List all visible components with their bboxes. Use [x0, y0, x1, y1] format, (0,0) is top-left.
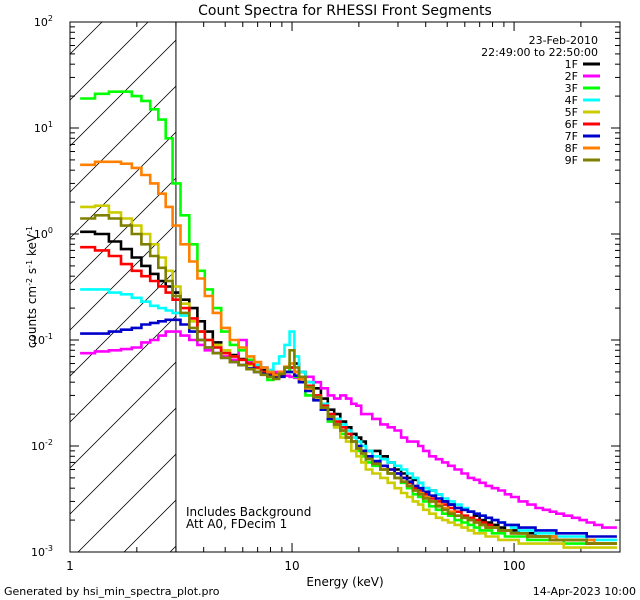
legend: 23-Feb-2010 22:49:00 to 22:50:00 1F2F3F4…	[481, 34, 600, 167]
legend-label: 4F	[565, 94, 578, 107]
hatch-line	[400, 22, 640, 552]
x-tick-label: 10	[284, 559, 299, 573]
y-tick-label: 101	[34, 120, 53, 135]
chart-title: Count Spectra for RHESSI Front Segments	[198, 3, 492, 19]
y-tick-exp: -1	[45, 332, 53, 341]
series-lines	[80, 90, 617, 549]
hatch-line	[70, 361, 176, 469]
footer-generator: Generated by hsi_min_spectra_plot.pro	[4, 585, 220, 598]
y-label-part: s	[25, 268, 39, 278]
x-tick-label: 1	[66, 559, 74, 573]
y-tick-base: 10	[31, 546, 45, 559]
annotation-attenuator: Att A0, FDecim 1	[186, 517, 287, 531]
hatch-line	[123, 499, 176, 552]
legend-label: 3F	[565, 82, 578, 95]
y-tick-exp: -2	[45, 438, 53, 447]
x-axis-label: Energy (keV)	[306, 575, 383, 589]
series-line-5f	[80, 204, 617, 549]
y-tick-base: 10	[31, 440, 45, 453]
legend-label: 2F	[565, 70, 578, 83]
plot-area-frame	[69, 21, 621, 553]
hatch-line	[70, 39, 176, 147]
y-tick-label: 102	[34, 14, 53, 29]
legend-label: 9F	[565, 154, 578, 167]
series-line-3f	[80, 90, 617, 545]
hatch-line	[77, 453, 176, 552]
hatch-line	[70, 269, 176, 377]
series-line-8f	[80, 160, 617, 545]
hatch-line	[70, 22, 149, 101]
y-tick-label: 10-2	[31, 438, 53, 453]
y-label-exp: -1	[25, 226, 34, 234]
y-label-exp: -1	[25, 260, 34, 268]
hatch-line	[70, 223, 176, 331]
y-tick-label: 10-3	[31, 544, 53, 559]
y-tick-base: 10	[34, 122, 48, 135]
y-tick-exp: -3	[45, 544, 53, 553]
hatch-line	[0, 22, 10, 552]
hatch-line	[446, 22, 640, 552]
series-line-4f	[80, 288, 617, 542]
hatch-line	[70, 407, 176, 515]
legend-label: 8F	[565, 142, 578, 155]
y-tick-base: 10	[34, 16, 48, 29]
series-line-6f	[80, 245, 617, 545]
series-line-1f	[80, 230, 617, 545]
legend-label: 7F	[565, 130, 578, 143]
hatch-line	[70, 22, 103, 55]
hatch-line	[630, 22, 640, 552]
legend-label: 1F	[565, 58, 578, 71]
y-tick-base: 10	[34, 228, 48, 241]
annotation-background: Includes Background	[186, 505, 311, 519]
legend-label: 6F	[565, 118, 578, 131]
footer-timestamp: 14-Apr-2023 10:00	[533, 585, 636, 598]
legend-label: 5F	[565, 106, 578, 119]
y-axis-label: counts cm-2 s-1 keV-1	[25, 226, 40, 348]
y-label-exp: -2	[25, 278, 34, 286]
y-tick-label: 100	[34, 226, 53, 241]
y-label-part: counts cm	[25, 286, 39, 348]
legend-date: 23-Feb-2010	[529, 34, 598, 47]
y-tick-label: 10-1	[31, 332, 53, 347]
x-tick-label: 100	[503, 559, 526, 573]
y-tick-exp: 2	[48, 14, 53, 23]
y-tick-base: 10	[31, 334, 45, 347]
hatch-lines	[0, 22, 640, 552]
legend-time-range: 22:49:00 to 22:50:00	[481, 46, 598, 59]
series-line-9f	[80, 214, 617, 545]
y-tick-exp: 1	[48, 120, 53, 129]
y-tick-exp: 0	[48, 226, 53, 235]
y-label-part: keV	[25, 233, 39, 260]
shaded-region	[0, 22, 640, 552]
